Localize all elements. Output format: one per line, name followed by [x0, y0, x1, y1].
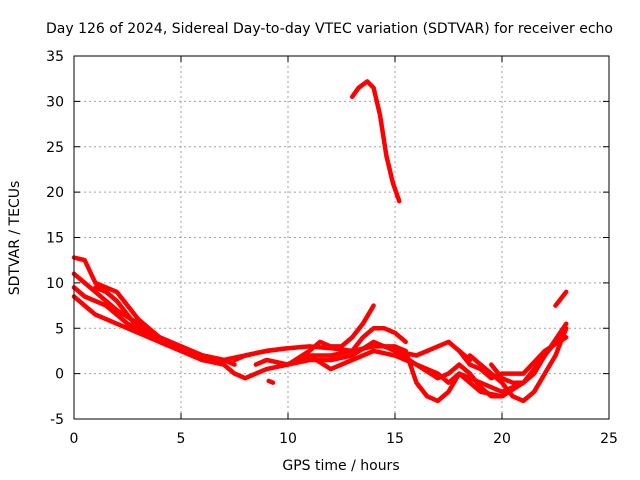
- y-tick-label: -5: [50, 412, 64, 428]
- x-tick-label: 10: [279, 431, 297, 447]
- x-tick-label: 25: [600, 431, 618, 447]
- satellite-track-1: [71, 255, 237, 367]
- y-tick-label: 10: [46, 276, 64, 292]
- y-tick-label: 0: [55, 367, 64, 383]
- y-tick-label: 5: [55, 321, 64, 337]
- x-tick-label: 20: [493, 431, 511, 447]
- x-axis-label: GPS time / hours: [282, 458, 399, 474]
- satellite-track-14: [371, 348, 505, 399]
- satellite-track-13: [349, 344, 462, 404]
- y-tick-label: 30: [46, 94, 64, 110]
- y-tick-label: 15: [46, 231, 64, 247]
- x-tick-label: 15: [386, 431, 404, 447]
- data-series: [71, 79, 569, 404]
- satellite-track-7: [200, 357, 334, 381]
- satellite-track-10: [285, 303, 376, 367]
- grid: [74, 56, 609, 419]
- y-axis-label: SDTVAR / TECUs: [7, 181, 23, 296]
- y-tick-label: 25: [46, 140, 64, 156]
- x-tick-label: 0: [70, 431, 79, 447]
- chart-title: Day 126 of 2024, Sidereal Day-to-day VTE…: [46, 21, 613, 37]
- satellite-track-11: [307, 326, 408, 358]
- satellite-track-5: [93, 285, 227, 363]
- satellite-track-4: [71, 294, 184, 354]
- y-tick-label: 35: [46, 49, 64, 65]
- satellite-track-21: [349, 79, 402, 204]
- satellite-track-22: [266, 378, 276, 385]
- axis-ticks: 0 5 10 15 20 25 -5 0 5 10 15 20 25 30 35: [46, 49, 618, 447]
- x-tick-label: 5: [177, 431, 186, 447]
- satellite-track-20: [553, 289, 569, 308]
- y-tick-label: 20: [46, 185, 64, 201]
- satellite-track-19: [456, 335, 569, 381]
- satellite-track-16: [467, 326, 569, 404]
